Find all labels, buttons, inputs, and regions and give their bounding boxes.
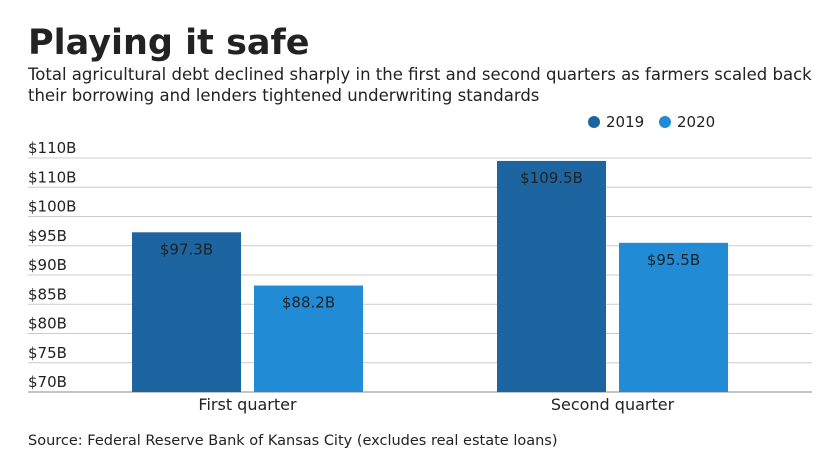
y-tick-label: $110B (28, 168, 76, 186)
y-tick-label: $110B (28, 139, 76, 157)
subtitle: their borrowing and lenders tightened un… (28, 86, 539, 105)
data-label: $109.5B (520, 169, 583, 187)
source: Source: Federal Reserve Bank of Kansas C… (28, 433, 558, 449)
y-tick-label: $90B (28, 256, 67, 274)
legend-marker (659, 116, 671, 128)
x-tick-label: Second quarter (551, 395, 675, 414)
y-tick-label: $85B (28, 285, 67, 303)
legend-label: 2020 (677, 113, 715, 131)
data-label: $88.2B (282, 294, 335, 312)
bar (619, 242, 728, 392)
data-label: $95.5B (647, 251, 700, 269)
y-tick-label: $80B (28, 315, 67, 333)
x-tick-label: First quarter (198, 395, 297, 414)
y-tick-label: $100B (28, 198, 76, 216)
chart-title: Playing it safe (28, 23, 310, 63)
legend-marker (588, 116, 600, 128)
data-label: $97.3B (160, 240, 213, 258)
y-tick-label: $70B (28, 373, 67, 391)
subtitle: Total agricultural debt declined sharply… (27, 65, 812, 84)
y-tick-label: $75B (28, 344, 67, 362)
bar (497, 160, 606, 392)
bar (254, 285, 363, 392)
legend-label: 2019 (606, 113, 644, 131)
bar (132, 232, 241, 392)
y-tick-label: $95B (28, 227, 67, 245)
